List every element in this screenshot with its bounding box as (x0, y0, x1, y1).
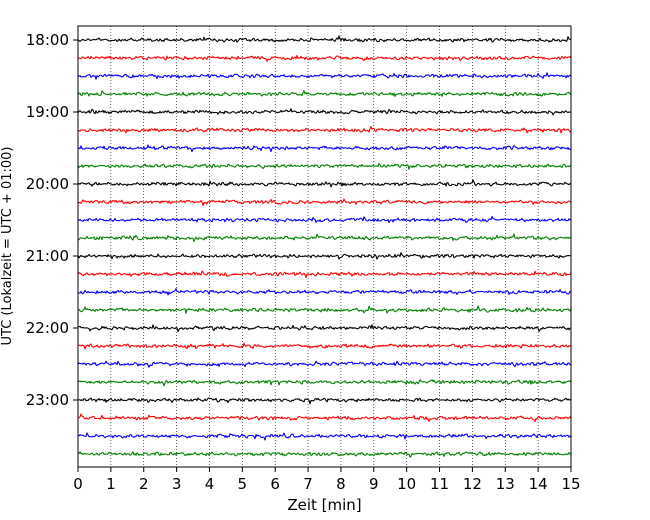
seismic-trace (77, 288, 572, 296)
x-tick-label: 3 (172, 475, 182, 493)
x-tick-label: 12 (463, 475, 482, 493)
seismic-trace (77, 397, 572, 405)
seismic-trace (77, 144, 572, 153)
seismic-trace (77, 198, 572, 207)
plot-frame (77, 25, 572, 468)
y-axis-label: UTC (Lokalzeit = UTC + 01:00) (0, 147, 15, 346)
y-tick-label: 21:00 (26, 247, 69, 265)
grid-lines (110, 26, 539, 467)
y-axis: 18:00 19:00 20:00 21:00 22:00 23:00 (26, 31, 78, 409)
seismic-trace (77, 252, 572, 260)
y-tick-label: 18:00 (26, 31, 69, 49)
x-axis: 0 1 2 3 4 5 6 7 8 9 10 11 12 13 14 15 (73, 467, 581, 493)
x-tick-label: 15 (561, 475, 580, 493)
x-tick-label: 6 (270, 475, 280, 493)
seismic-trace (77, 162, 572, 170)
x-tick-label: 13 (496, 475, 515, 493)
y-tick-label: 19:00 (26, 103, 69, 121)
x-tick-label: 14 (529, 475, 548, 493)
seismic-trace (77, 108, 572, 116)
seismic-trace (77, 215, 572, 224)
seismic-trace (77, 305, 572, 314)
x-tick-label: 1 (106, 475, 116, 493)
seismic-trace (77, 360, 572, 368)
seismic-trace (77, 126, 572, 134)
x-tick-label: 5 (238, 475, 248, 493)
x-tick-label: 9 (369, 475, 379, 493)
seismic-trace (77, 432, 572, 441)
seismic-trace (77, 89, 572, 98)
y-tick-label: 23:00 (26, 391, 69, 409)
x-tick-label: 11 (430, 475, 449, 493)
x-tick-label: 7 (303, 475, 313, 493)
y-tick-label: 20:00 (26, 175, 69, 193)
seismic-traces (77, 35, 572, 458)
seismic-trace (77, 379, 572, 387)
seismic-trace (77, 413, 572, 423)
seismic-trace (77, 342, 572, 350)
x-tick-label: 8 (336, 475, 346, 493)
x-tick-label: 2 (139, 475, 149, 493)
seismic-trace (77, 179, 572, 188)
seismic-trace (78, 233, 572, 243)
seismic-trace (77, 72, 572, 80)
x-tick-label: 0 (73, 475, 83, 493)
seismic-trace (77, 324, 572, 333)
x-tick-label: 10 (397, 475, 416, 493)
x-tick-label: 4 (205, 475, 215, 493)
y-tick-label: 22:00 (26, 319, 69, 337)
seismic-trace (77, 35, 572, 43)
seismic-trace (77, 270, 572, 279)
x-axis-label: Zeit [min] (287, 496, 361, 514)
seismic-trace (77, 451, 572, 458)
seismic-trace (77, 54, 572, 63)
